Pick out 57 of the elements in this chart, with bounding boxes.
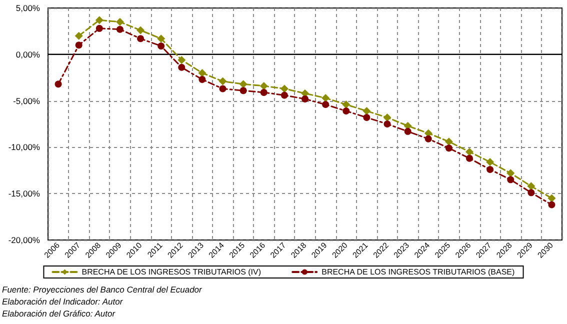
point bbox=[506, 169, 515, 178]
legend-label: BRECHA DE LOS INGRESOS TRIBUTARIOS (BASE) bbox=[322, 268, 516, 276]
source-note: Fuente: Proyecciones del Banco Central del Ecuador bbox=[2, 284, 204, 294]
point bbox=[137, 35, 144, 42]
point bbox=[260, 82, 268, 90]
point bbox=[404, 128, 412, 135]
point bbox=[280, 92, 288, 99]
point bbox=[507, 176, 514, 184]
point bbox=[486, 166, 494, 173]
point bbox=[280, 84, 288, 93]
text: Elaboración del Indicador: Autor bbox=[2, 296, 124, 306]
y-tick-label: 5,00% bbox=[16, 3, 40, 13]
point bbox=[445, 144, 452, 152]
point bbox=[198, 76, 206, 83]
y-tick-label: -15,00% bbox=[8, 188, 40, 199]
point bbox=[75, 42, 82, 49]
point bbox=[136, 26, 145, 34]
point bbox=[528, 189, 535, 196]
point bbox=[54, 80, 62, 88]
y-tick-label: -10,00% bbox=[8, 142, 40, 152]
point bbox=[260, 88, 268, 96]
point bbox=[466, 154, 473, 162]
point bbox=[322, 94, 330, 102]
point bbox=[219, 85, 226, 92]
point bbox=[363, 114, 370, 121]
point bbox=[527, 182, 536, 190]
point bbox=[322, 101, 330, 108]
point bbox=[342, 100, 350, 109]
point bbox=[178, 56, 186, 64]
point bbox=[157, 34, 166, 43]
point bbox=[486, 158, 494, 166]
y-tick-label: -5,00% bbox=[13, 96, 40, 106]
point bbox=[362, 107, 371, 116]
point bbox=[424, 135, 432, 142]
point bbox=[239, 80, 248, 88]
point bbox=[218, 77, 227, 86]
point bbox=[444, 138, 453, 146]
point bbox=[95, 16, 104, 24]
point bbox=[548, 201, 556, 208]
point bbox=[383, 114, 392, 122]
point bbox=[178, 64, 186, 71]
legend-label: BRECHA DE LOS INGRESOS TRIBUTARIOS (IV) bbox=[82, 268, 262, 276]
y-tick-label: -20,00% bbox=[8, 235, 40, 245]
point bbox=[465, 148, 474, 156]
point bbox=[158, 42, 165, 50]
y-tick-label: 0,00% bbox=[16, 49, 40, 60]
text: Elaboración del Gráfico: Autor bbox=[2, 308, 116, 318]
point bbox=[116, 26, 124, 33]
point bbox=[548, 194, 556, 202]
point bbox=[240, 87, 247, 94]
point bbox=[74, 32, 83, 40]
point bbox=[198, 68, 206, 77]
point bbox=[96, 24, 103, 32]
point bbox=[342, 108, 350, 115]
point bbox=[116, 18, 124, 26]
point bbox=[384, 120, 391, 128]
point bbox=[302, 95, 308, 102]
